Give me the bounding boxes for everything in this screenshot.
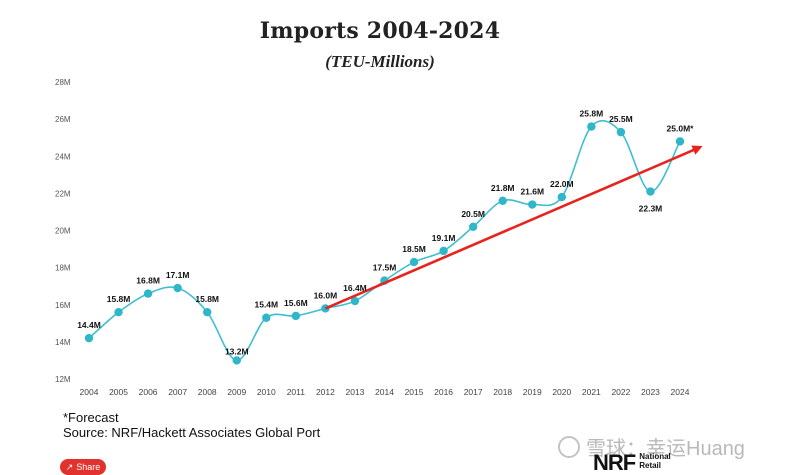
nrf-logo-text: National Retail xyxy=(639,452,671,470)
data-point xyxy=(203,307,212,317)
x-tick-label: 2013 xyxy=(345,387,364,397)
data-point xyxy=(675,137,685,146)
source-note: Source: NRF/Hackett Associates Global Po… xyxy=(63,425,321,440)
x-tick-label: 2008 xyxy=(198,387,217,397)
data-label: 16.8M xyxy=(136,276,160,286)
x-tick-label: 2017 xyxy=(464,387,483,397)
trend-arrow-line xyxy=(324,145,703,310)
x-tick-label: 2010 xyxy=(257,387,276,397)
y-axis: 12M 14M 16M 18M 20M 22M 24M 26M 28M xyxy=(55,78,71,384)
x-tick-label: 2006 xyxy=(139,387,158,397)
y-tick-label: 26M xyxy=(55,115,71,124)
y-tick-label: 24M xyxy=(55,152,71,161)
y-tick-label: 18M xyxy=(55,264,71,273)
data-point xyxy=(587,122,596,131)
chart-title: Imports 2004-2024 xyxy=(259,18,501,44)
data-label: 20.5M xyxy=(461,209,485,219)
data-point xyxy=(646,187,655,196)
data-label: 22.3M xyxy=(639,204,663,214)
data-labels: 14.4M 15.8M 16.8M 17.1M 15.8M 13.2M 15.4M 15.6M… xyxy=(77,109,694,357)
watermark-text: 雪球：幸运Huang xyxy=(586,438,745,460)
watermark: 雪球：幸运Huang xyxy=(558,432,745,461)
x-tick-label: 2016 xyxy=(434,387,453,397)
x-tick-label: 2015 xyxy=(405,387,424,397)
x-axis: 2004 2005 2006 2007 2008 2009 2010 2011 2012 2013… xyxy=(80,387,690,397)
data-label: 17.1M xyxy=(166,270,190,280)
x-tick-label: 2021 xyxy=(582,387,601,397)
data-point xyxy=(557,192,566,202)
share-label: Share xyxy=(76,462,101,472)
data-label: 13.2M xyxy=(225,346,249,356)
data-label: 22.0M xyxy=(550,179,574,189)
data-point xyxy=(498,196,507,205)
data-point xyxy=(84,333,94,343)
nrf-logo-line2: Retail xyxy=(639,461,662,470)
x-tick-label: 2024 xyxy=(671,387,690,397)
forecast-note: *Forecast xyxy=(63,410,119,425)
data-point xyxy=(262,313,271,322)
data-point xyxy=(232,356,241,365)
x-tick-label: 2011 xyxy=(287,387,306,397)
data-point xyxy=(468,222,478,231)
data-label: 18.5M xyxy=(402,244,426,254)
data-label: 25.5M xyxy=(609,114,633,124)
y-tick-label: 12M xyxy=(55,375,71,384)
data-point xyxy=(528,200,537,209)
data-label: 25.8M xyxy=(580,109,604,119)
x-tick-label: 2018 xyxy=(493,387,512,397)
data-label: 25.0M* xyxy=(667,123,695,133)
trend-arrow xyxy=(324,145,703,310)
share-icon: ↗ xyxy=(65,461,74,472)
x-tick-label: 2022 xyxy=(611,387,630,397)
data-label: 21.6M xyxy=(520,187,544,197)
data-point xyxy=(616,127,626,137)
x-tick-label: 2009 xyxy=(227,387,246,397)
share-button[interactable]: ↗ Share xyxy=(60,459,106,475)
x-tick-label: 2019 xyxy=(523,387,542,397)
x-tick-label: 2004 xyxy=(80,387,99,397)
data-series xyxy=(84,119,685,365)
nrf-logo: NRF National Retail xyxy=(593,452,671,474)
x-tick-label: 2007 xyxy=(168,387,187,397)
data-label: 16.4M xyxy=(343,283,367,293)
data-label: 15.8M xyxy=(107,294,131,304)
nrf-logo-mark: NRF xyxy=(593,450,636,475)
data-label: 15.6M xyxy=(284,298,308,308)
data-label: 17.5M xyxy=(373,263,397,273)
y-tick-label: 28M xyxy=(55,78,71,87)
data-label: 21.8M xyxy=(491,183,515,193)
x-tick-label: 2005 xyxy=(109,387,128,397)
chart-subtitle: (TEU-Millions) xyxy=(325,52,435,71)
y-tick-label: 22M xyxy=(55,189,71,198)
footnote: *Forecast Source: NRF/Hackett Associates… xyxy=(63,410,320,440)
snowball-logo-icon xyxy=(558,435,580,458)
data-label: 15.4M xyxy=(254,300,278,310)
data-label: 16.0M xyxy=(314,290,338,300)
data-label: 19.1M xyxy=(432,233,456,243)
y-tick-label: 16M xyxy=(55,301,71,310)
nrf-logo-line1: National xyxy=(639,452,671,461)
data-point xyxy=(409,257,419,267)
data-point xyxy=(173,283,182,293)
data-point xyxy=(350,296,360,306)
data-point xyxy=(439,246,448,256)
data-point xyxy=(143,289,153,298)
y-tick-label: 20M xyxy=(55,227,71,236)
x-tick-label: 2014 xyxy=(375,387,394,397)
x-tick-label: 2023 xyxy=(641,387,660,397)
series-line xyxy=(88,119,681,362)
x-tick-label: 2012 xyxy=(316,387,335,397)
x-tick-label: 2020 xyxy=(552,387,571,397)
y-tick-label: 14M xyxy=(55,338,71,347)
data-label: 15.8M xyxy=(195,294,219,304)
data-point xyxy=(114,307,123,317)
data-label: 14.4M xyxy=(77,320,101,330)
data-point xyxy=(291,311,301,321)
